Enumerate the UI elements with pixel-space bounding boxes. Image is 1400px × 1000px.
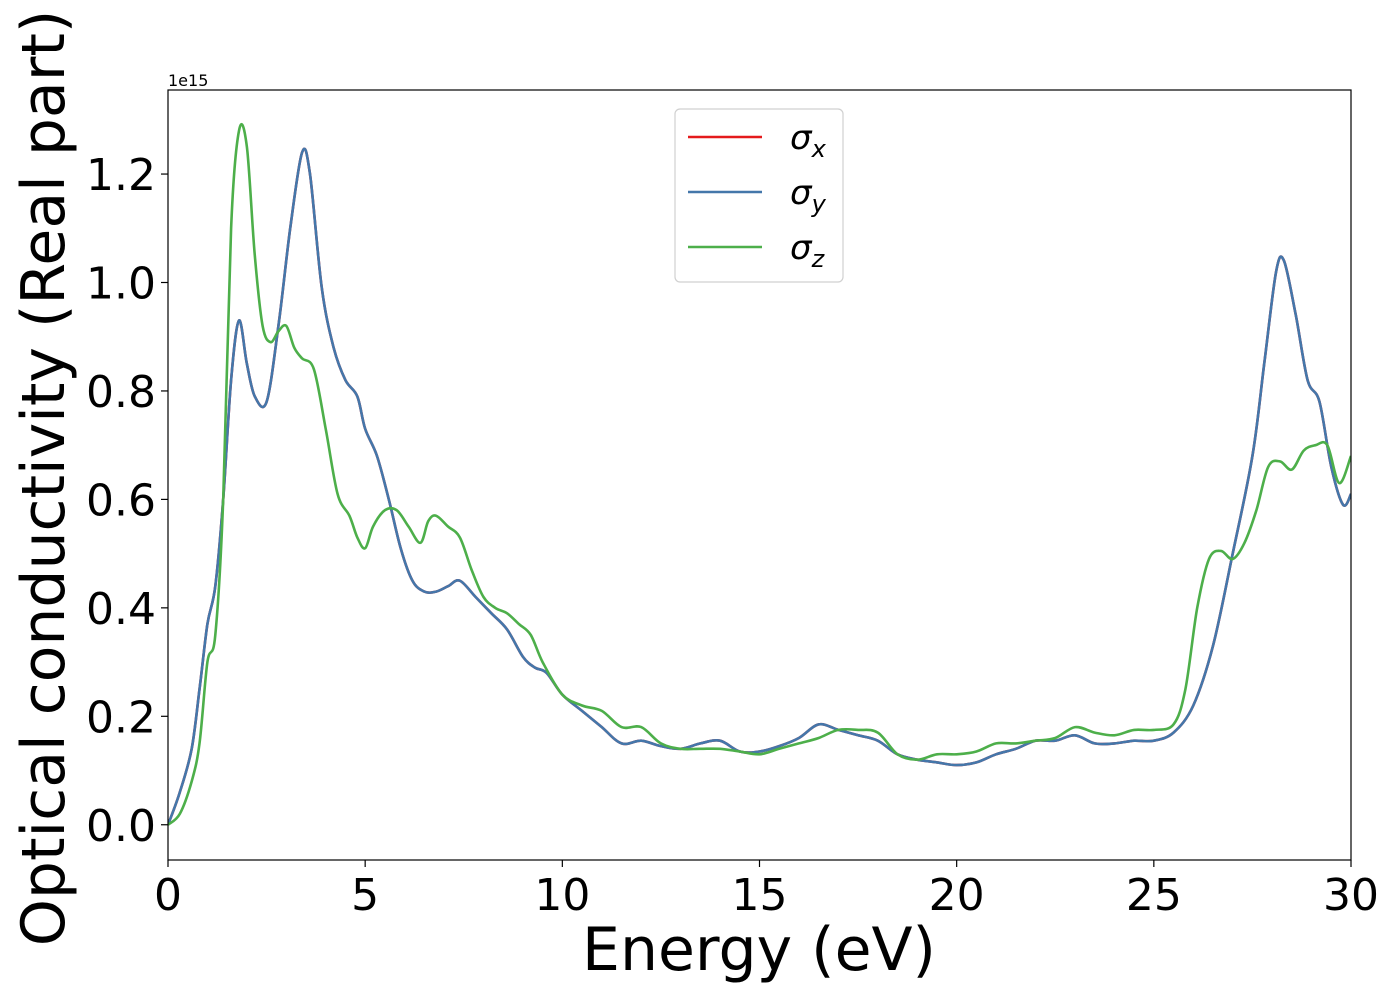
y-tick-label: 1.2 [86,150,156,201]
series-line-z [168,123,1351,826]
legend-label-y: σy [790,173,827,218]
axes: 0 5 10 15 20 25 30 0.0 0.2 0.4 0.6 0.8 1.0 1.2 [86,89,1379,921]
x-tick-label: 15 [732,870,788,921]
y-tick-label: 1.0 [86,259,156,310]
x-tick-label: 30 [1323,870,1379,921]
legend-label-z: σz [790,228,826,273]
legend-box [674,108,844,283]
y-tick-label: 0.0 [86,801,156,852]
legend: σx σy σz [674,108,844,283]
x-tick-label: 25 [1126,870,1182,921]
y-tick-label: 0.8 [86,367,156,418]
x-axis-title: Energy (eV) [582,915,936,985]
y-tick-label: 0.2 [86,692,156,743]
legend-label-x: σx [790,118,827,163]
series-line-y [168,147,1351,826]
y-tick-label: 0.4 [86,584,156,635]
y-axis-title: Optical conductivity (Real part) [9,10,79,947]
x-tick-label: 20 [929,870,985,921]
plot-area [168,123,1351,826]
x-tick-label: 10 [534,870,590,921]
y-tick-label: 0.6 [86,475,156,526]
y-offset-label: 1e15 [168,71,208,90]
x-tick-label: 5 [351,870,379,921]
x-tick-label: 0 [154,870,182,921]
